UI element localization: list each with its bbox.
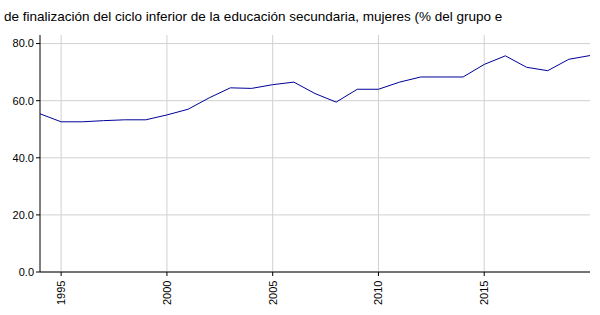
- tick-mark: [36, 100, 40, 101]
- tick-mark: [166, 272, 167, 276]
- grid-line: [272, 35, 273, 272]
- grid-line: [484, 35, 485, 272]
- grid-line: [40, 43, 590, 44]
- y-axis: [40, 35, 41, 272]
- y-tick-label: 40.0: [13, 152, 34, 164]
- grid-line: [61, 35, 62, 272]
- x-tick-label: 2015: [478, 281, 490, 305]
- tick-mark: [36, 157, 40, 158]
- y-tick-label: 80.0: [13, 37, 34, 49]
- grid-line: [40, 214, 590, 215]
- tick-mark: [36, 43, 40, 44]
- grid-line: [378, 35, 379, 272]
- x-tick-label: 2005: [267, 281, 279, 305]
- x-tick-label: 2000: [161, 281, 173, 305]
- tick-mark: [378, 272, 379, 276]
- tick-mark: [272, 272, 273, 276]
- tick-mark: [484, 272, 485, 276]
- data-line: [40, 56, 590, 122]
- grid-line: [40, 100, 590, 101]
- title: de finalización del ciclo inferior de la…: [4, 9, 502, 24]
- y-tick-label: 0.0: [19, 266, 34, 278]
- grid-line: [40, 272, 590, 273]
- grid-line: [166, 35, 167, 272]
- chart-svg: de finalización del ciclo inferior de la…: [0, 0, 600, 315]
- x-axis: [40, 272, 590, 273]
- chart-container: de finalización del ciclo inferior de la…: [0, 0, 600, 315]
- y-tick-label: 60.0: [13, 95, 34, 107]
- tick-mark: [36, 214, 40, 215]
- grid-line: [40, 157, 590, 158]
- tick-mark: [61, 272, 62, 276]
- plot-area: [40, 56, 590, 122]
- tick-mark: [36, 272, 40, 273]
- y-tick-label: 20.0: [13, 209, 34, 221]
- x-tick-label: 1995: [55, 281, 67, 305]
- x-tick-label: 2010: [372, 281, 384, 305]
